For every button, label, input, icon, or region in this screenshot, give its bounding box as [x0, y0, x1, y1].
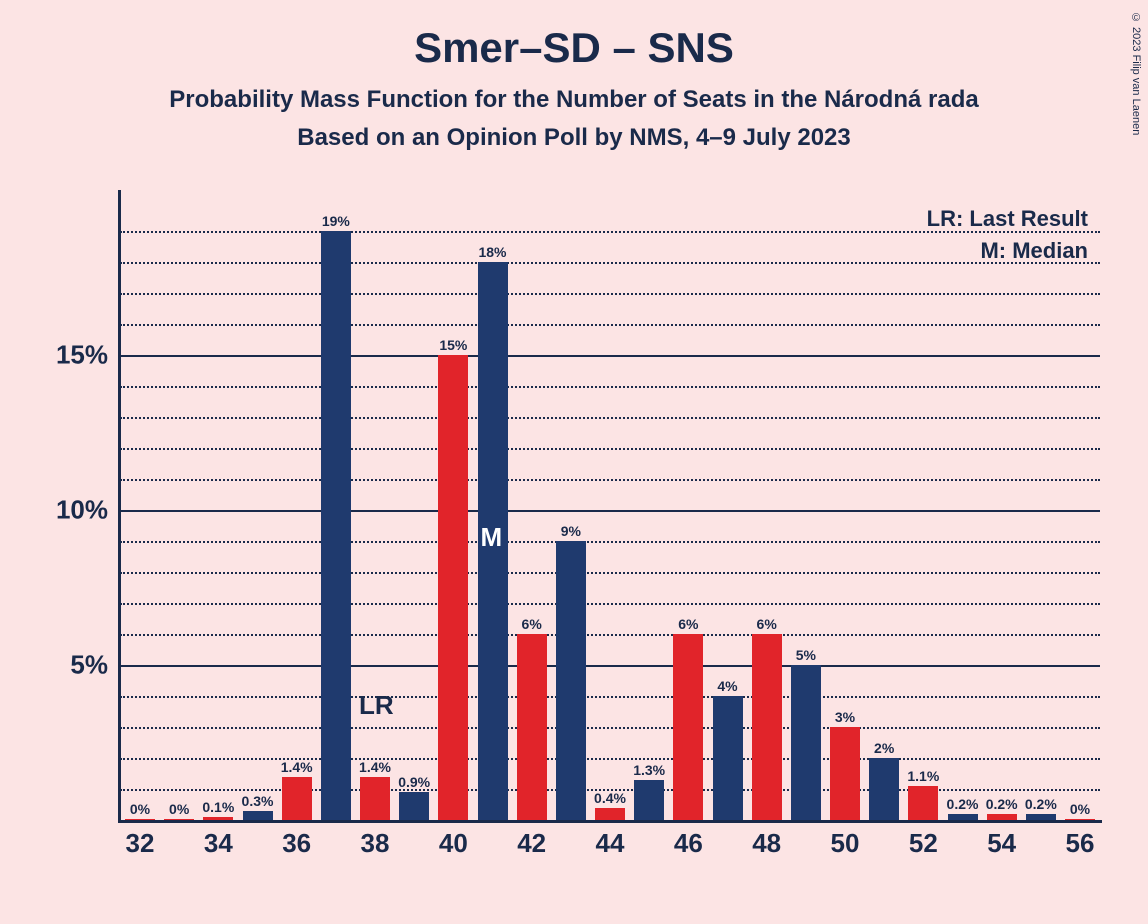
- chart-title: Smer–SD – SNS: [0, 24, 1148, 72]
- x-tick-label: 48: [752, 828, 781, 859]
- x-tick-label: 42: [517, 828, 546, 859]
- bar-value-label: 0.2%: [1025, 796, 1057, 814]
- bar-value-label: 6%: [522, 616, 542, 634]
- median-marker: M: [481, 522, 503, 553]
- bar-value-label: 19%: [322, 213, 350, 231]
- x-tick-label: 52: [909, 828, 938, 859]
- bar-red: [203, 817, 233, 820]
- x-tick-label: 56: [1066, 828, 1095, 859]
- gridline-minor: [120, 572, 1100, 574]
- gridline-minor: [120, 448, 1100, 450]
- bar-red: [908, 786, 938, 820]
- x-tick-label: 46: [674, 828, 703, 859]
- plot-area: LR: Last Result M: Median 5%10%15%323436…: [120, 200, 1100, 820]
- gridline-minor: [120, 262, 1100, 264]
- bar-value-label: 1.3%: [633, 762, 665, 780]
- gridline-major: [120, 510, 1100, 512]
- x-tick-label: 36: [282, 828, 311, 859]
- gridline-minor: [120, 386, 1100, 388]
- bar-value-label: 2%: [874, 740, 894, 758]
- bar-blue: [1026, 814, 1056, 820]
- bar-value-label: 4%: [717, 678, 737, 696]
- gridline-minor: [120, 727, 1100, 729]
- gridline-major: [120, 665, 1100, 667]
- bar-value-label: 0.1%: [202, 799, 234, 817]
- legend: LR: Last Result M: Median: [927, 206, 1088, 270]
- bar-blue: [791, 665, 821, 820]
- x-tick-label: 54: [987, 828, 1016, 859]
- x-tick-label: 38: [361, 828, 390, 859]
- bar-value-label: 0%: [169, 801, 189, 819]
- title-block: Smer–SD – SNS Probability Mass Function …: [0, 0, 1148, 152]
- bar-value-label: 0%: [1070, 801, 1090, 819]
- bar-red: [987, 814, 1017, 820]
- x-tick-label: 44: [596, 828, 625, 859]
- chart-area: LR: Last Result M: Median 5%10%15%323436…: [120, 200, 1100, 820]
- bar-red: [164, 819, 194, 820]
- bar-value-label: 1.4%: [359, 759, 391, 777]
- gridline-minor: [120, 231, 1100, 233]
- x-axis-line: [118, 820, 1102, 823]
- bar-blue: [399, 792, 429, 820]
- copyright-text: © 2023 Filip van Laenen: [1130, 12, 1142, 135]
- gridline-minor: [120, 634, 1100, 636]
- gridline-minor: [120, 758, 1100, 760]
- y-tick-label: 5%: [70, 650, 108, 681]
- bar-blue: [869, 758, 899, 820]
- last-result-marker: LR: [359, 690, 394, 721]
- bar-red: [517, 634, 547, 820]
- bar-value-label: 18%: [478, 244, 506, 262]
- bar-value-label: 6%: [757, 616, 777, 634]
- bar-value-label: 0.2%: [986, 796, 1018, 814]
- x-tick-label: 34: [204, 828, 233, 859]
- gridline-minor: [120, 603, 1100, 605]
- bar-value-label: 6%: [678, 616, 698, 634]
- legend-lr: LR: Last Result: [927, 206, 1088, 232]
- gridline-minor: [120, 479, 1100, 481]
- bar-blue: [243, 811, 273, 820]
- bar-value-label: 5%: [796, 647, 816, 665]
- bar-red: [752, 634, 782, 820]
- bar-value-label: 0.2%: [947, 796, 979, 814]
- bar-red: [438, 355, 468, 820]
- bar-blue: [321, 231, 351, 820]
- bar-red: [595, 808, 625, 820]
- bar-value-label: 1.1%: [907, 768, 939, 786]
- bar-red: [830, 727, 860, 820]
- chart-subtitle2: Based on an Opinion Poll by NMS, 4–9 Jul…: [0, 124, 1148, 152]
- bar-value-label: 0%: [130, 801, 150, 819]
- bar-blue: [556, 541, 586, 820]
- chart-subtitle: Probability Mass Function for the Number…: [0, 86, 1148, 114]
- bar-red: [282, 777, 312, 820]
- y-tick-label: 15%: [56, 340, 108, 371]
- x-tick-label: 40: [439, 828, 468, 859]
- bar-value-label: 0.4%: [594, 790, 626, 808]
- gridline-minor: [120, 293, 1100, 295]
- bar-value-label: 3%: [835, 709, 855, 727]
- gridline-minor: [120, 541, 1100, 543]
- bar-red: [673, 634, 703, 820]
- legend-m: M: Median: [927, 238, 1088, 264]
- gridline-major: [120, 355, 1100, 357]
- x-tick-label: 50: [831, 828, 860, 859]
- bar-blue: [634, 780, 664, 820]
- bar-value-label: 0.9%: [398, 774, 430, 792]
- x-tick-label: 32: [126, 828, 155, 859]
- y-tick-label: 10%: [56, 495, 108, 526]
- bar-value-label: 9%: [561, 523, 581, 541]
- bar-value-label: 0.3%: [242, 793, 274, 811]
- gridline-minor: [120, 324, 1100, 326]
- bar-value-label: 1.4%: [281, 759, 313, 777]
- bar-value-label: 15%: [439, 337, 467, 355]
- bar-red: [125, 819, 155, 820]
- bar-red: [360, 777, 390, 820]
- bar-blue: [713, 696, 743, 820]
- gridline-minor: [120, 696, 1100, 698]
- bar-blue: [948, 814, 978, 820]
- bar-red: [1065, 819, 1095, 820]
- gridline-minor: [120, 417, 1100, 419]
